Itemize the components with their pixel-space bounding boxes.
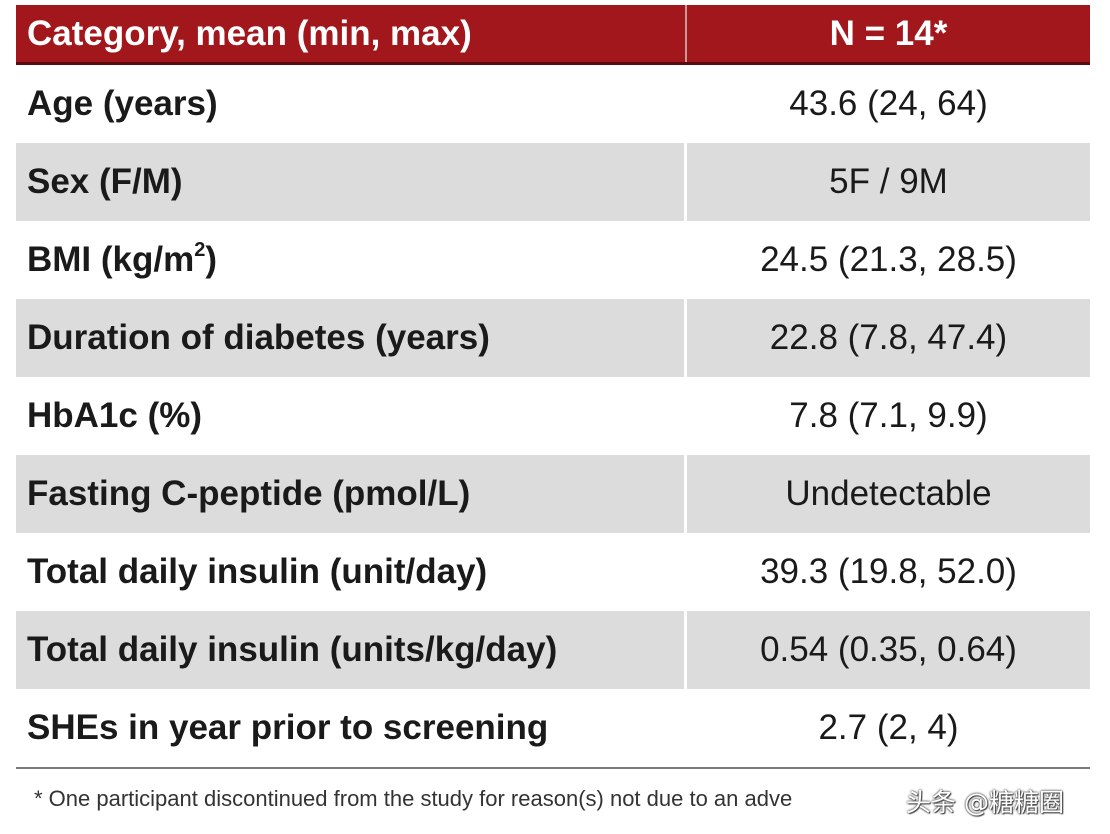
table-row: BMI (kg/m 2) 24.5 (21.3, 28.5) [16, 221, 1090, 299]
row-label: BMI (kg/m 2) [16, 221, 687, 299]
table-bottom-rule [16, 767, 1090, 769]
row-label: Total daily insulin (unit/day) [27, 552, 488, 591]
row-label: Total daily insulin (units/kg/day) [16, 611, 687, 689]
table-row: SHEs in year prior to screening 2.7 (2, … [16, 689, 1090, 767]
header-category: Category, mean (min, max) [16, 5, 687, 62]
row-value: 2.7 (2, 4) [818, 708, 959, 747]
row-value: 0.54 (0.35, 0.64) [760, 630, 1017, 669]
row-value: 5F / 9M [829, 162, 948, 201]
table-row: Total daily insulin (unit/day) 39.3 (19.… [16, 533, 1090, 611]
row-value: 43.6 (24, 64) [789, 84, 988, 123]
table-row: Sex (F/M) 5F / 9M [16, 143, 1090, 221]
row-label: SHEs in year prior to screening [27, 708, 549, 747]
row-label-prefix: BMI (kg/m [27, 240, 195, 279]
table-row: Total daily insulin (units/kg/day) 0.54 … [16, 611, 1090, 689]
row-label: Sex (F/M) [16, 143, 687, 221]
row-label: Duration of diabetes (years) [16, 299, 687, 377]
table-header-row: Category, mean (min, max) N = 14* [16, 5, 1090, 65]
row-value: 24.5 (21.3, 28.5) [760, 240, 1017, 279]
footnote: * One participant discontinued from the … [34, 786, 793, 811]
row-value: Undetectable [785, 474, 992, 513]
table-row: Duration of diabetes (years) 22.8 (7.8, … [16, 299, 1090, 377]
row-label-superscript: 2 [194, 238, 206, 261]
table-row: Fasting C-peptide (pmol/L) Undetectable [16, 455, 1090, 533]
row-value: 39.3 (19.8, 52.0) [760, 552, 1017, 591]
row-value: 22.8 (7.8, 47.4) [769, 318, 1008, 357]
table-row: HbA1c (%) 7.8 (7.1, 9.9) [16, 377, 1090, 455]
table-row: Age (years) 43.6 (24, 64) [16, 65, 1090, 143]
demographics-table: Category, mean (min, max) N = 14* Age (y… [16, 5, 1090, 769]
header-n: N = 14* [829, 13, 948, 53]
row-label: Age (years) [27, 84, 218, 123]
row-label: Fasting C-peptide (pmol/L) [16, 455, 687, 533]
watermark: 头条 @糖糖圈 [906, 788, 1064, 817]
row-value: 7.8 (7.1, 9.9) [789, 396, 988, 435]
row-label-suffix: ) [205, 240, 218, 279]
row-label: HbA1c (%) [27, 396, 203, 435]
